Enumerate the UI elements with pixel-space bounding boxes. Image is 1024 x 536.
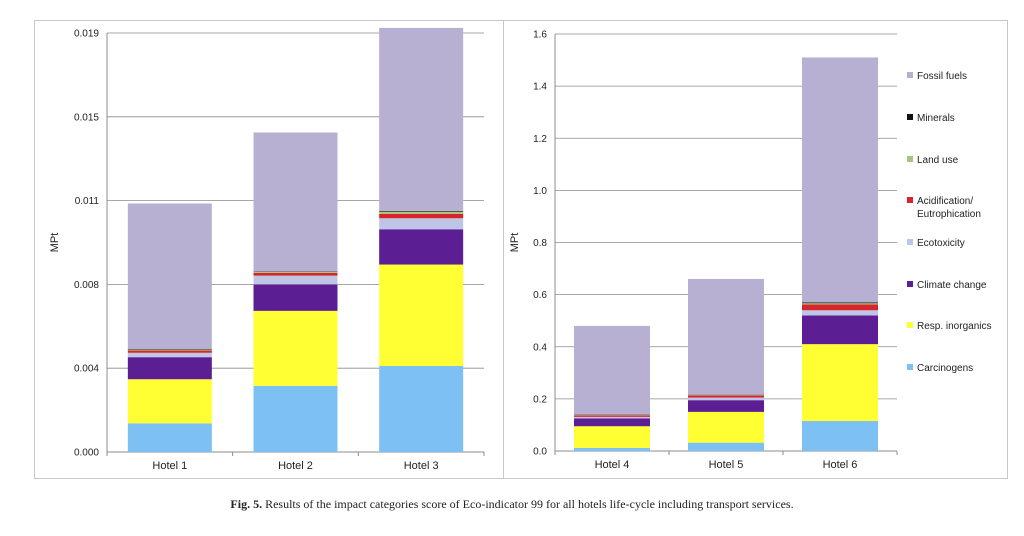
bar-segment-carcinogens-2 — [688, 442, 764, 451]
bar-segment-carcinogens-1 — [127, 423, 212, 452]
y-tick-label: 0.2 — [533, 394, 547, 405]
figure-canvas: 0.000 0.004 0.008 0.011 0.015 0.019 MPt Hotel 1… — [34, 20, 1008, 479]
bar-segment-minerals-3 — [379, 210, 464, 212]
bar-segment-resp-inorganics-1 — [127, 379, 212, 424]
legend-swatch — [907, 364, 913, 370]
bar-segment-climate-change-1 — [127, 357, 212, 380]
x-category-label: Hotel 1 — [152, 460, 187, 472]
y-tick-label: 0.000 — [74, 448, 99, 459]
bar-segment-acidification-eutrophication-2 — [253, 272, 338, 276]
bar-segment-ecotoxicity-1 — [127, 352, 212, 358]
bar-segment-acidification-eutrophication-1 — [127, 350, 212, 353]
y-tick-label: 0.004 — [74, 364, 99, 375]
legend-swatch — [907, 239, 913, 245]
y-tick-label: 1.4 — [533, 82, 547, 93]
bar-segment-carcinogens-3 — [802, 421, 878, 451]
bar-segment-land-use-1 — [574, 414, 650, 416]
x-category-label: Hotel 6 — [823, 459, 858, 471]
bar-segment-ecotoxicity-3 — [379, 218, 464, 230]
bar-segment-land-use-2 — [688, 394, 764, 396]
x-category-label: Hotel 4 — [595, 459, 630, 471]
legend-label: Climate change — [917, 280, 987, 291]
y-tick-label: 0.4 — [533, 342, 547, 353]
legend-label: Eutrophication — [917, 209, 981, 220]
y-tick-label: 0.019 — [74, 29, 99, 40]
bar-segment-resp-inorganics-3 — [379, 264, 464, 366]
x-category-label: Hotel 5 — [709, 459, 744, 471]
bar-segment-acidification-eutrophication-2 — [688, 395, 764, 398]
bar-segment-ecotoxicity-2 — [688, 397, 764, 401]
legend: Fossil fuels Minerals Land use Acidificatio… — [907, 71, 991, 374]
legend-swatch — [907, 197, 913, 203]
bar-segment-ecotoxicity-1 — [574, 416, 650, 419]
bar-segment-climate-change-2 — [688, 400, 764, 412]
left-stacked-bar-chart: 0.000 0.004 0.008 0.011 0.015 0.019 MPt Hotel 1… — [49, 27, 485, 472]
bar-segment-acidification-eutrophication-3 — [379, 213, 464, 219]
y-tick-label: 1.2 — [533, 134, 547, 145]
bar-segment-ecotoxicity-2 — [253, 275, 338, 285]
bar-segment-fossil-fuels-3 — [802, 57, 878, 303]
bar-segment-land-use-2 — [253, 271, 338, 273]
y-tick-label: 0.8 — [533, 238, 547, 249]
y-axis-label: MPt — [49, 233, 61, 253]
bar-segment-resp-inorganics-2 — [688, 411, 764, 443]
bar-segment-fossil-fuels-3 — [379, 27, 464, 211]
legend-swatch — [907, 114, 913, 120]
y-tick-label: 1.6 — [533, 30, 547, 41]
legend-label: Fossil fuels — [917, 71, 967, 82]
legend-swatch — [907, 72, 913, 78]
y-tick-label: 0.6 — [533, 290, 547, 301]
caption-label: Fig. 5. — [230, 497, 263, 511]
right-stacked-bar-chart: 0.0 0.2 0.4 0.6 0.8 1.0 1.2 1.4 1.6 MPt Hotel 4 Hot… — [509, 30, 898, 471]
bar-segment-land-use-3 — [379, 211, 464, 214]
bar-segment-land-use-3 — [802, 303, 878, 305]
bar-segment-resp-inorganics-2 — [253, 310, 338, 386]
bar-segment-resp-inorganics-1 — [574, 426, 650, 448]
bar-segment-fossil-fuels-1 — [127, 203, 212, 350]
bar-segment-climate-change-1 — [574, 418, 650, 427]
legend-label: Minerals — [917, 113, 955, 124]
y-tick-label: 0.011 — [75, 196, 100, 207]
legend-label: Acidification/ — [917, 196, 973, 207]
y-tick-label: 0.0 — [533, 447, 547, 458]
caption-text: Results of the impact categories score o… — [265, 497, 794, 511]
bar-segment-acidification-eutrophication-1 — [574, 415, 650, 417]
bar-segment-land-use-1 — [127, 349, 212, 351]
bar-segment-fossil-fuels-2 — [688, 278, 764, 395]
y-tick-label: 0.015 — [74, 112, 99, 123]
bar-segment-ecotoxicity-3 — [802, 310, 878, 316]
bar-segment-fossil-fuels-2 — [253, 132, 338, 272]
y-axis-label: MPt — [509, 233, 521, 253]
bar-segment-carcinogens-1 — [574, 447, 650, 451]
legend-swatch — [907, 156, 913, 162]
y-tick-label: 0.008 — [74, 280, 99, 291]
x-category-label: Hotel 2 — [278, 460, 313, 472]
y-tick-label: 1.0 — [533, 186, 547, 197]
legend-swatch — [907, 322, 913, 328]
bar-segment-fossil-fuels-1 — [574, 325, 650, 415]
legend-label: Ecotoxicity — [917, 238, 965, 249]
legend-label: Land use — [917, 155, 959, 166]
bar-segment-climate-change-2 — [253, 284, 338, 311]
figure-caption: Fig. 5. Results of the impact categories… — [0, 497, 1024, 512]
bar-segment-minerals-3 — [802, 302, 878, 304]
bar-segment-climate-change-3 — [379, 229, 464, 265]
x-category-label: Hotel 3 — [404, 460, 439, 472]
bar-segment-carcinogens-3 — [379, 365, 464, 452]
legend-label: Resp. inorganics — [917, 321, 991, 332]
bar-segment-resp-inorganics-3 — [802, 344, 878, 422]
bar-segment-climate-change-3 — [802, 315, 878, 345]
bar-segment-acidification-eutrophication-3 — [802, 304, 878, 311]
bar-segment-carcinogens-2 — [253, 385, 338, 452]
legend-swatch — [907, 281, 913, 287]
legend-label: Carcinogens — [917, 363, 973, 374]
